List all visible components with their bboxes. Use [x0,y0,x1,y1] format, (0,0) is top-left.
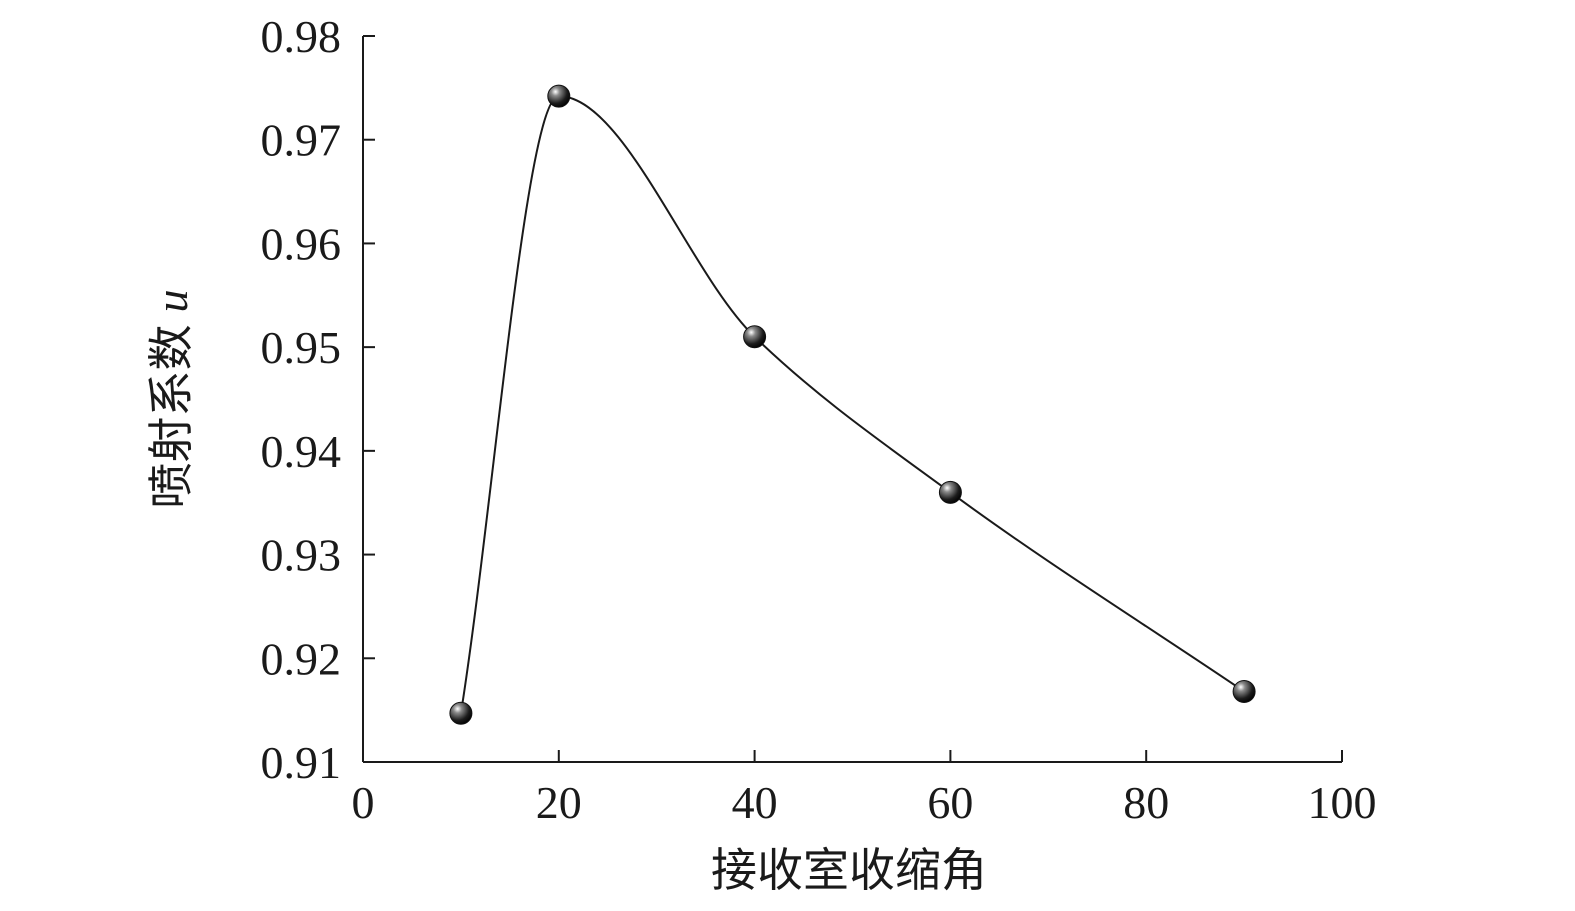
data-point [547,84,571,108]
y-tick-label: 0.91 [261,737,342,788]
y-tick-label: 0.93 [261,530,342,581]
series-line [459,95,1245,714]
y-tick-label: 0.95 [261,322,342,373]
data-point [938,480,962,504]
y-axis-title-text: 喷射系数 [144,325,198,509]
data-point [1232,679,1256,703]
x-tick-label: 100 [1308,777,1377,828]
y-tick-label: 0.98 [261,11,342,62]
data-point [449,701,473,725]
y-tick-label: 0.94 [261,426,342,477]
x-ticks: 0 20 40 60 80 100 [352,750,1377,828]
y-tick-label: 0.96 [261,218,342,269]
data-point [743,325,767,349]
y-axis-title-symbol: u [146,290,197,313]
x-tick-label: 0 [352,777,375,828]
x-axis-title: 接收室收缩角 [711,843,987,897]
x-tick-label: 80 [1123,777,1169,828]
x-tick-label: 60 [927,777,973,828]
axes [362,36,1342,763]
data-markers [449,84,1256,725]
y-axis-title: 喷射系数 u [144,290,198,509]
x-tick-label: 40 [732,777,778,828]
y-tick-label: 0.97 [261,115,342,166]
y-tick-label: 0.92 [261,633,342,684]
y-ticks: 0.91 0.92 0.93 0.94 0.95 0.96 0.97 0.98 [261,11,375,788]
x-tick-label: 20 [536,777,582,828]
